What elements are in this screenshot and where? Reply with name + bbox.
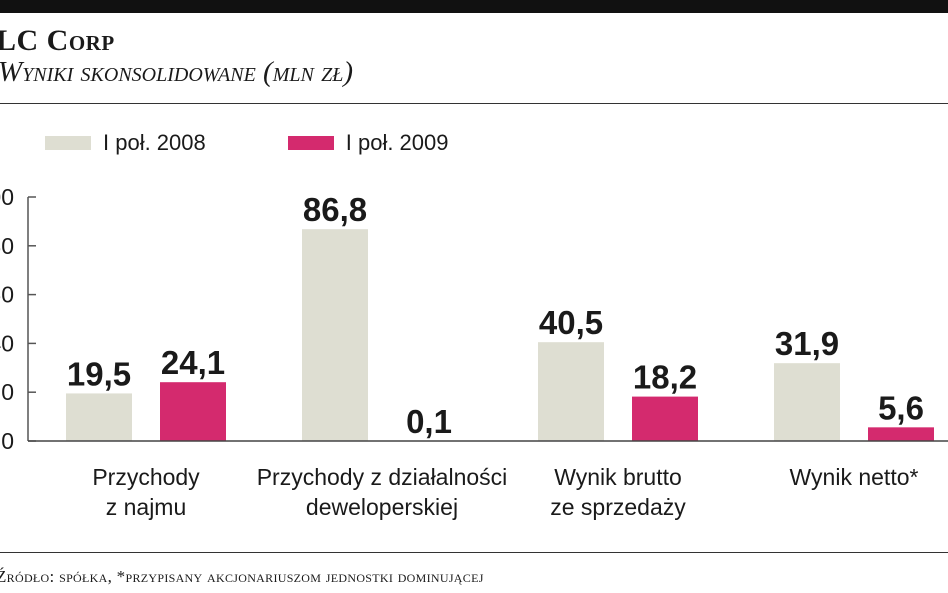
data-label: 0,1 <box>406 403 452 440</box>
header-rule <box>0 103 948 104</box>
data-label: 31,9 <box>775 325 839 362</box>
data-label: 86,8 <box>303 191 367 228</box>
bar <box>868 427 934 441</box>
top-bar <box>0 0 948 13</box>
legend-item-2009: I poł. 2009 <box>287 130 449 156</box>
legend-label-2009: I poł. 2009 <box>345 130 449 155</box>
footer-rule <box>0 552 948 553</box>
bar <box>302 229 368 441</box>
data-label: 19,5 <box>67 355 131 392</box>
category-label: Wynik brutto <box>554 464 682 490</box>
y-tick-label: 0 <box>1 428 14 454</box>
bar <box>632 396 698 441</box>
legend-swatch-2008 <box>45 136 91 150</box>
legend-item-2008: I poł. 2008 <box>45 130 206 156</box>
bar <box>66 393 132 441</box>
data-label: 24,1 <box>161 344 225 381</box>
data-label: 5,6 <box>878 389 924 426</box>
legend: I poł. 2008 I poł. 2009 <box>45 130 531 156</box>
y-tick-label: 60 <box>0 282 14 308</box>
category-label: deweloperskiej <box>306 494 458 520</box>
y-tick-label: 40 <box>0 330 14 356</box>
category-label: z najmu <box>106 494 187 520</box>
category-label: Wynik netto* <box>790 464 919 490</box>
source-note: Źródło: spółka, *przypisany akcjonariusz… <box>0 567 484 586</box>
chart-title: LC Corp <box>0 24 115 57</box>
chart-subtitle: Wyniki skonsolidowane (mln zł) <box>0 56 353 88</box>
y-tick-label: 20 <box>0 379 14 405</box>
bar <box>160 382 226 441</box>
bar <box>774 363 840 441</box>
category-label: ze sprzedaży <box>550 494 686 520</box>
category-label: Przychody <box>92 464 200 490</box>
y-tick-label: 100 <box>0 184 14 210</box>
legend-swatch-2009 <box>287 136 334 150</box>
bar <box>538 342 604 441</box>
y-tick-label: 80 <box>0 233 14 259</box>
category-label: Przychody z działalności <box>257 464 508 490</box>
data-label: 40,5 <box>539 304 603 341</box>
data-label: 18,2 <box>633 359 697 396</box>
legend-label-2008: I poł. 2008 <box>103 130 206 155</box>
